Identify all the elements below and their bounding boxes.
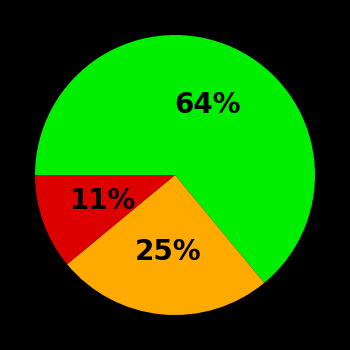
Wedge shape xyxy=(35,175,175,264)
Text: 64%: 64% xyxy=(175,91,241,119)
Wedge shape xyxy=(67,175,264,315)
Text: 11%: 11% xyxy=(69,187,136,215)
Wedge shape xyxy=(35,35,315,283)
Text: 25%: 25% xyxy=(134,238,201,266)
